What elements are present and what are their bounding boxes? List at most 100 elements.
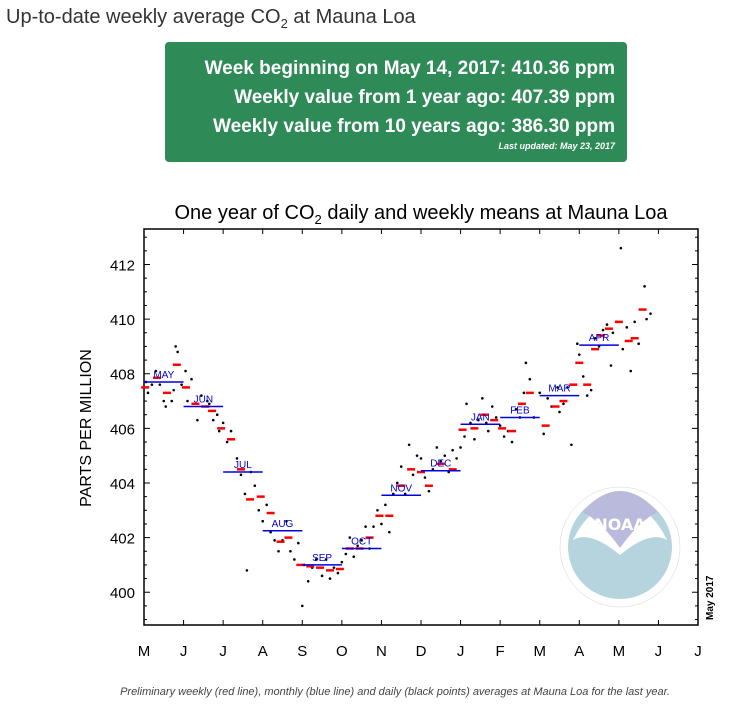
daily-point <box>293 558 296 561</box>
daily-point <box>364 525 367 528</box>
daily-point <box>340 560 344 564</box>
daily-point <box>380 522 383 526</box>
stats-box: Week beginning on May 14, 2017: 410.36 p… <box>165 42 627 162</box>
daily-point <box>196 418 199 422</box>
monthly-label: NOV <box>390 483 412 494</box>
daily-point <box>217 429 221 433</box>
daily-point <box>633 320 636 324</box>
daily-point <box>372 525 375 528</box>
daily-point <box>277 549 280 553</box>
daily-point <box>477 418 480 422</box>
x-tick-label: O <box>336 643 348 660</box>
daily-point <box>261 519 265 523</box>
daily-point <box>510 440 514 444</box>
x-tick-label: M <box>533 643 546 660</box>
daily-point <box>645 317 648 321</box>
daily-point <box>585 394 589 397</box>
daily-point <box>463 435 466 438</box>
monthly-label: DEC <box>430 459 451 470</box>
daily-point <box>336 571 340 575</box>
daily-point <box>344 552 348 556</box>
daily-point <box>490 405 494 408</box>
monthly-label: FEB <box>510 405 530 416</box>
y-tick-label: 410 <box>110 312 135 329</box>
daily-point <box>388 530 391 534</box>
daily-point <box>443 454 447 457</box>
daily-point <box>415 454 419 457</box>
daily-point <box>150 383 154 386</box>
daily-point <box>399 465 403 468</box>
daily-point <box>637 342 640 346</box>
y-axis-label: PARTS PER MILLION <box>78 349 95 507</box>
daily-point <box>486 429 490 433</box>
daily-point <box>542 432 545 436</box>
x-tick-label: F <box>496 643 505 660</box>
monthly-label: JUN <box>194 395 213 406</box>
daily-point <box>229 429 233 433</box>
daily-point <box>285 519 288 523</box>
daily-point <box>332 566 336 569</box>
daily-point <box>176 350 179 354</box>
daily-point <box>601 328 605 332</box>
x-tick-label: N <box>376 643 387 660</box>
daily-point <box>562 402 565 406</box>
daily-point <box>439 459 443 463</box>
page-title: Up-to-date weekly average CO2 at Mauna L… <box>6 6 416 31</box>
svg-text:NOAA: NOAA <box>594 515 646 534</box>
daily-point <box>395 481 399 485</box>
monthly-label: MAR <box>548 384 570 395</box>
daily-point <box>473 437 476 441</box>
daily-point <box>190 377 193 381</box>
daily-point <box>239 473 243 477</box>
daily-point <box>245 569 249 572</box>
noaa-logo: NOAA <box>559 486 681 608</box>
daily-point <box>625 326 629 329</box>
daily-point <box>243 492 247 496</box>
daily-point <box>356 544 359 548</box>
daily-point <box>611 331 615 335</box>
daily-point <box>215 413 219 417</box>
daily-point <box>619 246 623 250</box>
monthly-label: MAY <box>153 370 174 381</box>
daily-point <box>459 446 462 449</box>
monthly-label: OCT <box>351 537 372 548</box>
y-tick-label: 406 <box>110 421 135 438</box>
daily-point <box>589 388 593 392</box>
daily-point <box>172 388 175 392</box>
daily-point <box>225 440 229 444</box>
daily-point <box>465 402 468 406</box>
one-year-ago-value: Weekly value from 1 year ago: 407.39 ppm <box>234 87 615 108</box>
x-tick-label: A <box>258 643 268 660</box>
daily-point <box>609 364 613 367</box>
daily-point <box>481 397 484 400</box>
x-tick-label: M <box>613 643 626 660</box>
daily-point <box>328 577 332 580</box>
daily-point <box>629 369 633 373</box>
current-week-value: Week beginning on May 14, 2017: 410.36 p… <box>204 58 615 79</box>
date-label: May 2017 <box>705 575 716 620</box>
daily-point <box>360 539 363 542</box>
daily-point <box>320 574 324 578</box>
y-tick-label: 400 <box>110 585 135 602</box>
daily-point <box>207 402 211 406</box>
daily-point <box>556 386 559 389</box>
daily-point <box>570 443 573 447</box>
daily-point <box>384 503 387 507</box>
daily-point <box>522 391 526 395</box>
daily-point <box>558 410 561 414</box>
x-tick-label: S <box>297 643 307 660</box>
x-tick-label: J <box>180 643 188 660</box>
daily-point <box>211 418 215 422</box>
daily-point <box>300 604 304 608</box>
monthly-label: AUG <box>272 519 294 530</box>
x-tick-label: J <box>219 643 227 660</box>
daily-point <box>186 399 189 403</box>
monthly-label: JAN <box>471 412 490 423</box>
x-tick-label: J <box>694 643 702 660</box>
daily-point <box>538 391 542 395</box>
daily-point <box>180 383 183 386</box>
daily-point <box>546 397 549 400</box>
daily-point <box>376 508 379 512</box>
y-tick-label: 404 <box>110 476 135 493</box>
daily-point <box>314 558 318 561</box>
